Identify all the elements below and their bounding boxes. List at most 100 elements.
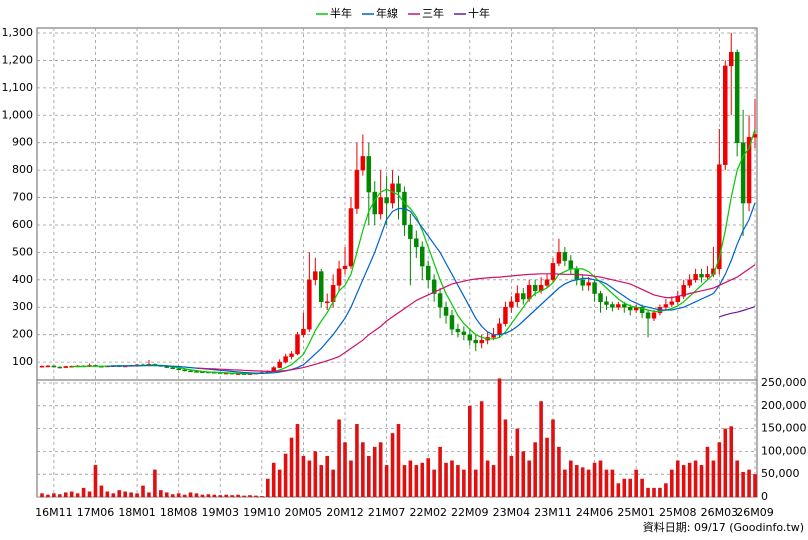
y-tick-label: 1,300: [2, 26, 34, 39]
y-tick-label: 800: [12, 163, 33, 176]
candle-body: [467, 334, 473, 341]
volume-bar: [658, 487, 662, 497]
candle-body: [170, 367, 175, 369]
volume-bar: [378, 442, 383, 497]
volume-bar: [242, 495, 246, 497]
volume-bar: [693, 460, 698, 497]
candle-body: [443, 306, 449, 316]
candle-body: [681, 285, 686, 297]
candle-body: [384, 197, 389, 204]
volume-bar: [473, 469, 478, 497]
volume-bar: [188, 492, 193, 497]
candle-body: [568, 260, 574, 270]
x-tick-label: 21M07: [368, 506, 406, 519]
candle-body: [616, 304, 621, 308]
x-tick-label: 20M05: [285, 506, 323, 519]
volume-bar: [396, 424, 401, 497]
candle-body: [556, 252, 562, 264]
candle-body: [342, 265, 348, 270]
volume-bar: [563, 469, 567, 497]
candle-body: [687, 279, 692, 286]
volume-bar: [260, 496, 264, 497]
volume-bar: [717, 442, 722, 497]
volume-bar: [194, 493, 199, 497]
volume-bar: [99, 485, 104, 497]
volume-bar: [681, 465, 686, 497]
volume-bar: [301, 455, 306, 497]
y-tick-label: 200: [12, 328, 33, 341]
candle-body: [39, 365, 45, 368]
candle-body: [532, 285, 538, 292]
volume-bar: [616, 483, 621, 497]
volume-bar: [141, 485, 145, 497]
volume-bar: [497, 378, 502, 497]
volume-bar: [384, 465, 389, 497]
x-tick-label: 20M12: [326, 506, 364, 519]
volume-bar: [491, 465, 496, 497]
volume-bar: [723, 428, 728, 497]
volume-bar: [289, 437, 294, 497]
y-tick-label: 500: [12, 245, 33, 258]
candle-body: [473, 339, 478, 344]
volume-bar: [307, 460, 312, 497]
volume-bar: [87, 491, 92, 497]
volume-bar: [735, 460, 739, 497]
candle-body: [586, 282, 591, 286]
volume-bar: [123, 491, 127, 497]
candle-body: [313, 271, 318, 281]
volume-bar: [164, 492, 169, 497]
candle-body: [301, 328, 306, 335]
candle-body: [295, 334, 300, 355]
candle-body: [639, 306, 645, 313]
volume-bar: [159, 490, 163, 497]
x-tick-label: 18M08: [160, 506, 198, 519]
volume-bar: [432, 469, 436, 497]
y2-tick-label: 200,000: [761, 399, 807, 412]
candle-body: [544, 279, 550, 286]
candle-body: [390, 183, 395, 204]
volume-bar: [426, 458, 431, 497]
candle-body: [734, 51, 740, 143]
candle-body: [627, 306, 633, 311]
volume-bar: [337, 419, 341, 497]
volume-bar: [343, 442, 347, 497]
volume-bar: [265, 478, 270, 497]
volume-bar: [479, 401, 484, 497]
volume-bar: [402, 465, 407, 497]
candle-body: [354, 169, 360, 209]
ma-line: [71, 128, 756, 375]
candle-body: [503, 306, 508, 324]
candle-body: [194, 371, 199, 373]
x-tick-label: 17M06: [77, 506, 115, 519]
x-tick-label: 19M10: [243, 506, 281, 519]
candle-body: [324, 301, 330, 304]
candle-body: [723, 65, 728, 165]
volume-bar: [390, 433, 395, 497]
candle-body: [425, 265, 431, 281]
candle-body: [550, 263, 556, 281]
candle-body: [182, 369, 187, 372]
x-tick-label: 23M11: [534, 506, 572, 519]
volume-bar: [414, 465, 419, 497]
x-tick-label: 22M02: [409, 506, 447, 519]
volume-bar: [408, 460, 413, 497]
volume-bar: [462, 469, 466, 497]
x-tick-label: 22M09: [451, 506, 489, 519]
volume-bar: [634, 469, 638, 497]
volume-bar: [40, 493, 44, 497]
y-tick-label: 1,100: [2, 81, 34, 94]
volume-bar: [271, 462, 276, 497]
candle-body: [592, 282, 597, 294]
candle-body: [420, 246, 425, 267]
candle-body: [645, 312, 651, 319]
candle-body: [497, 323, 502, 335]
candle-body: [408, 224, 413, 239]
candle-body: [746, 136, 752, 204]
volume-bar: [640, 478, 644, 497]
volume-bar: [515, 428, 520, 497]
volume-bar: [319, 465, 324, 497]
ma-line: [107, 202, 756, 374]
x-tick-label: 18M01: [118, 506, 156, 519]
candle-body: [51, 365, 57, 368]
candle-body: [396, 183, 401, 193]
